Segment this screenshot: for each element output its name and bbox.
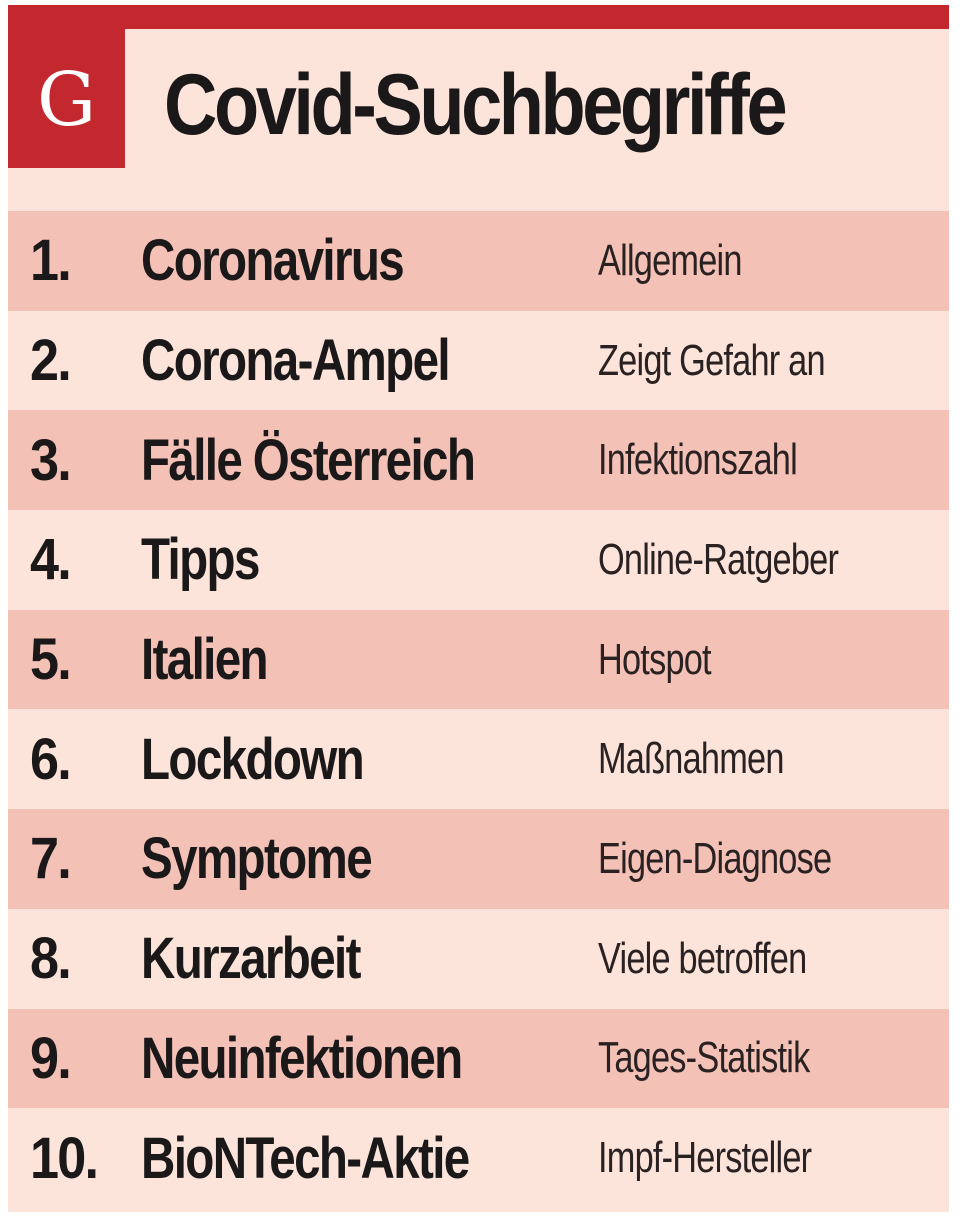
list-item: 4. Tipps Online-Ratgeber [8,510,949,610]
rank-number: 10. [30,1125,99,1191]
page-title: Covid-Suchbegriffe [164,57,788,153]
rank-number: 8. [30,926,72,992]
rank-number: 2. [30,328,72,394]
list-item: 7. Symptome Eigen-Diagnose [8,809,949,909]
ranking-panel: G Covid-Suchbegriffe 1. Coronavirus Allg… [8,5,949,1212]
term-description: Viele betroffen [598,933,807,983]
search-term: Tipps [141,527,260,593]
brand-logo: G [8,5,125,168]
term-description: Zeigt Gefahr an [598,335,826,385]
rank-number: 9. [30,1025,72,1091]
rank-number: 5. [30,627,72,693]
rank-number: 6. [30,726,72,792]
search-term: Neuinfektionen [141,1025,463,1091]
search-term: Symptome [141,826,373,892]
term-description: Eigen-Diagnose [598,833,832,883]
search-term: Fälle Österreich [141,427,476,493]
search-term: Italien [141,627,269,693]
list-item: 2. Corona-Ampel Zeigt Gefahr an [8,310,949,411]
term-description: Tages-Statistik [598,1033,810,1083]
term-description: Allgemein [598,235,742,285]
search-term: Lockdown [141,726,365,792]
list-item: 6. Lockdown Maßnahmen [8,709,949,810]
ranking-list: 1. Coronavirus Allgemein 2. Corona-Ampel… [8,211,949,1208]
term-description: Maßnahmen [598,734,784,784]
search-term: BioNTech-Aktie [141,1125,470,1191]
term-description: Online-Ratgeber [598,534,839,584]
rank-number: 7. [30,826,72,892]
term-description: Hotspot [598,634,712,684]
list-item: 5. Italien Hotspot [8,609,949,710]
rank-number: 3. [30,427,72,493]
rank-number: 4. [30,527,72,593]
list-item: 10. BioNTech-Aktie Impf-Hersteller [8,1108,949,1208]
list-item: 9. Neuinfektionen Tages-Statistik [8,1008,949,1109]
search-term: Corona-Ampel [141,328,451,394]
rank-number: 1. [30,228,72,294]
search-term: Kurzarbeit [141,926,361,992]
list-item: 1. Coronavirus Allgemein [8,211,949,311]
top-accent-bar [8,5,949,29]
list-item: 8. Kurzarbeit Viele betroffen [8,908,949,1009]
logo-letter: G [36,56,97,143]
search-term: Coronavirus [141,228,405,294]
list-item: 3. Fälle Österreich Infektionszahl [8,410,949,511]
term-description: Infektionszahl [598,435,798,485]
term-description: Impf-Hersteller [598,1133,812,1183]
